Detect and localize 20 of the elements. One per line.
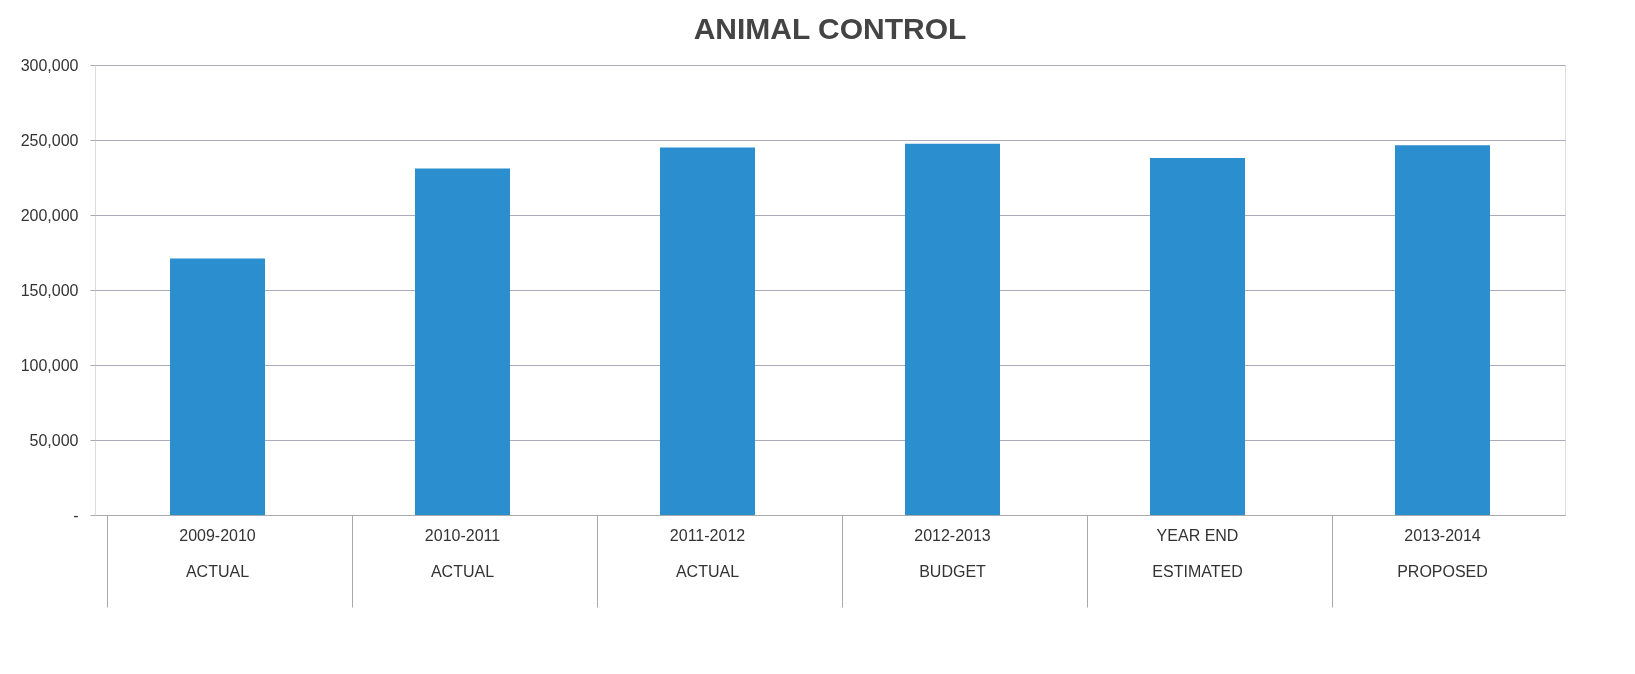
y-tick-label: 150,000 [20,281,79,299]
x-tick-label: 2009-2010 ACTUAL [179,526,256,580]
bar [660,147,755,515]
x-tick-label: 2011-2012 ACTUAL [669,526,746,580]
y-tick-label: 100,000 [20,356,79,374]
x-tick-label: YEAR END ESTIMATED [1152,526,1243,580]
x-tick-label: 2010-2011 ACTUAL [424,526,501,580]
y-tick-label: 200,000 [20,206,79,224]
bar [1150,158,1245,515]
y-tick-label: 300,000 [20,56,79,74]
bar [1395,145,1490,515]
y-tick-label: 50,000 [29,431,79,449]
bar [905,143,1000,515]
bar [170,258,265,515]
bar [415,168,510,515]
x-tick-label: 2012-2013 BUDGET [914,526,991,580]
y-tick-label: - [73,506,79,524]
x-tick-label: 2013-2014 PROPOSED [1397,526,1488,580]
y-tick-label: 250,000 [20,131,79,149]
chart-title: ANIMAL CONTROL [693,12,967,45]
